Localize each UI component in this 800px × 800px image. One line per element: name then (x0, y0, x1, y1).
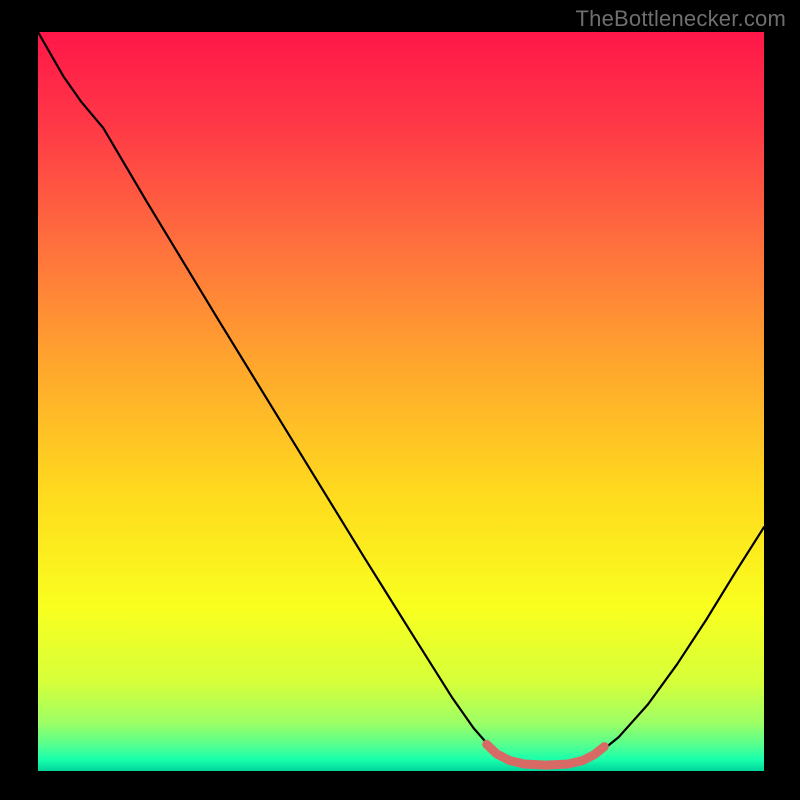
chart-svg (38, 32, 764, 771)
chart-frame: TheBottlenecker.com (0, 0, 800, 800)
gradient-background (38, 32, 764, 771)
watermark-text: TheBottlenecker.com (576, 6, 786, 32)
plot-area (38, 32, 764, 771)
